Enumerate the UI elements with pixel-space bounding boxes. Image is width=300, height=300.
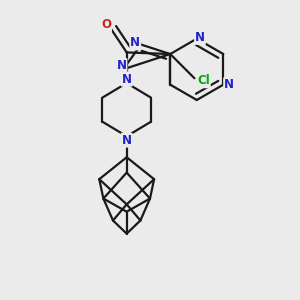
Text: Cl: Cl [197,74,210,87]
Text: N: N [195,31,205,44]
Text: N: N [122,134,132,147]
Text: N: N [224,78,234,91]
Text: O: O [101,18,111,31]
Text: N: N [130,36,140,50]
Text: N: N [122,73,132,86]
Text: N: N [116,59,127,72]
